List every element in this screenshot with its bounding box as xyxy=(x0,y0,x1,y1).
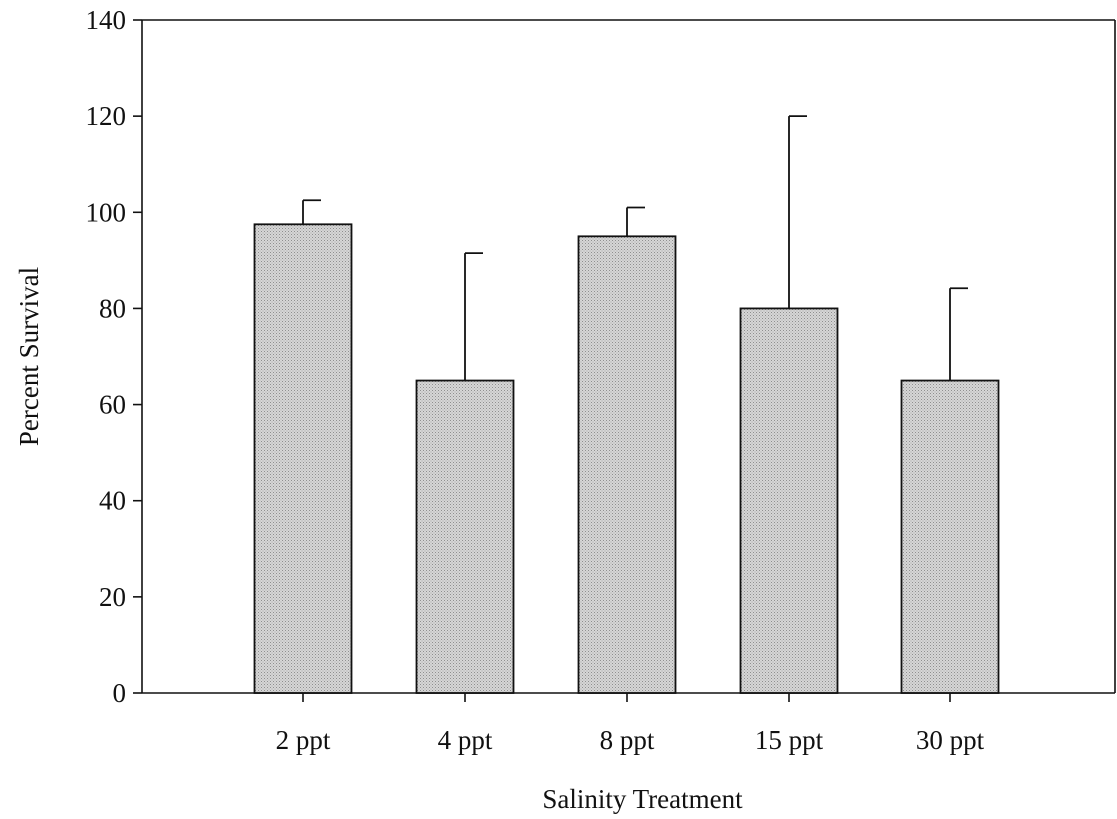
bars xyxy=(253,115,1000,694)
y-axis-ticks: 0 20 40 60 80 100 120 140 xyxy=(86,5,142,708)
y-tick-label: 120 xyxy=(86,101,127,131)
bar xyxy=(253,223,353,694)
x-tick-label: 15 ppt xyxy=(755,725,824,755)
x-axis-title: Salinity Treatment xyxy=(542,784,743,814)
bar xyxy=(577,235,677,694)
x-tick-label: 2 ppt xyxy=(276,725,331,755)
bar xyxy=(415,379,515,694)
bar xyxy=(900,379,1000,694)
y-tick-label: 100 xyxy=(86,197,127,227)
bar xyxy=(739,307,839,694)
y-tick-label: 140 xyxy=(86,5,127,35)
y-tick-label: 60 xyxy=(99,390,126,420)
x-tick-label: 8 ppt xyxy=(600,725,655,755)
y-tick-label: 80 xyxy=(99,293,126,323)
y-axis-title: Percent Survival xyxy=(14,267,44,446)
y-tick-label: 40 xyxy=(99,486,126,516)
y-tick-label: 20 xyxy=(99,582,126,612)
x-tick-label: 4 ppt xyxy=(438,725,493,755)
x-axis-ticks: 2 ppt 4 ppt 8 ppt 15 ppt 30 ppt xyxy=(276,693,985,755)
x-tick-label: 30 ppt xyxy=(916,725,985,755)
y-tick-label: 0 xyxy=(113,678,127,708)
